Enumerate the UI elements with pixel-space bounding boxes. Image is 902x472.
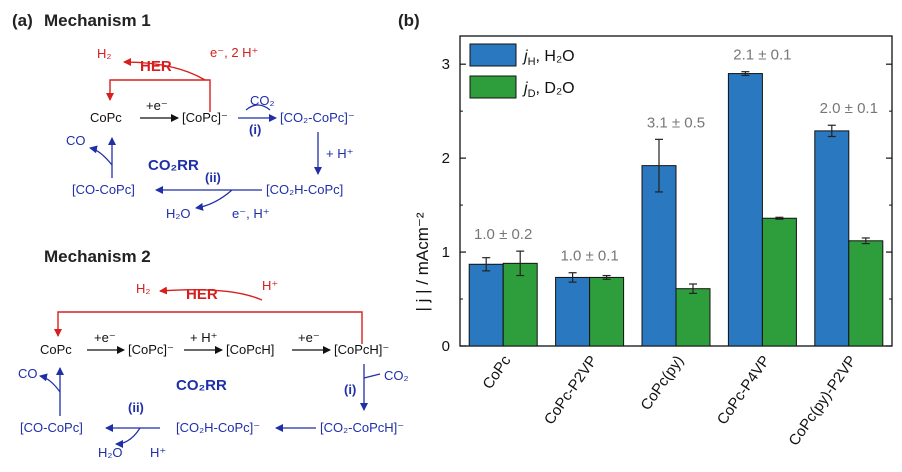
m2-co2rr-label: CO₂RR — [176, 377, 227, 394]
m2-her-label: HER — [186, 286, 218, 303]
y-tick-label: 3 — [442, 56, 450, 73]
mechanism-1-scheme: H₂ HER e⁻, 2 H⁺ CoPc +e⁻ [CoPc]⁻ CO₂ (i)… — [66, 45, 355, 221]
bar — [589, 276, 625, 347]
m2-electron-2: +e⁻ — [298, 330, 320, 345]
m2-step-ii: (ii) — [128, 400, 144, 415]
m1-her-label: HER — [140, 58, 172, 75]
m1-electron-proton: e⁻, H⁺ — [232, 206, 270, 221]
m2-co2-copch: [CO₂-CoPcH]⁻ — [320, 420, 404, 435]
m2-copc-anion: [CoPc]⁻ — [128, 342, 174, 357]
bar — [675, 288, 711, 347]
m1-co2-curve — [245, 104, 271, 111]
m1-co2rr-label: CO₂RR — [148, 157, 199, 174]
m2-copc: CoPc — [40, 342, 72, 357]
m1-electron-protons: e⁻, 2 H⁺ — [210, 45, 258, 60]
m2-water-curve — [115, 427, 141, 448]
bar — [641, 165, 677, 347]
m2-co2: CO₂ — [384, 368, 409, 383]
m2-co2-curve — [363, 373, 381, 379]
m1-copc: CoPc — [90, 110, 122, 125]
bar-chart: 0 1 2 3 1.0 ± 0.2 CoPc 1.0 ± 0.1 CoPc-P2VP 3.1 ±… — [442, 35, 893, 449]
m2-plus-h: + H⁺ — [190, 330, 217, 345]
m1-copc-anion: [CoPc]⁻ — [182, 110, 228, 125]
category-label: CoPc(py)-P2VP — [785, 353, 860, 449]
m1-co2h-copc: [CO₂H-CoPc] — [266, 182, 343, 197]
m2-co-copc: [CO-CoPc] — [20, 420, 83, 435]
m2-her-h2-arrow — [159, 286, 263, 301]
legend-swatch — [469, 43, 517, 67]
ratio-annotation: 2.0 ± 0.1 — [820, 100, 878, 117]
m2-copch: [CoPcH] — [226, 342, 274, 357]
mechanism-2-scheme: H₂ HER H⁺ CoPc +e⁻ [CoPc]⁻ + H⁺ [CoPcH] … — [18, 278, 409, 460]
m1-h2o: H₂O — [166, 206, 191, 221]
legend-label: jD, D₂O — [522, 80, 575, 100]
m1-her-loop-arrow — [106, 79, 211, 112]
m1-electron: +e⁻ — [146, 98, 168, 113]
bar — [727, 73, 763, 347]
category-label: CoPc — [480, 352, 515, 392]
m2-co2h-copc: [CO₂H-CoPc]⁻ — [176, 420, 260, 435]
m2-h2o: H₂O — [98, 445, 123, 460]
m1-co-copc: [CO-CoPc] — [72, 182, 135, 197]
ratio-annotation: 1.0 ± 0.1 — [560, 248, 618, 265]
m1-co: CO — [66, 133, 86, 148]
bar — [502, 262, 538, 347]
m2-co: CO — [18, 366, 38, 381]
m1-her-h2-arrow — [123, 58, 206, 81]
m2-electron-1: +e⁻ — [94, 330, 116, 345]
bar — [761, 217, 797, 347]
bar — [814, 130, 850, 347]
m2-proton: H⁺ — [262, 278, 278, 293]
ratio-annotation: 1.0 ± 0.2 — [474, 226, 532, 243]
ratio-annotation: 2.1 ± 0.1 — [733, 47, 791, 64]
m2-proton-2: H⁺ — [150, 445, 166, 460]
bar — [468, 263, 504, 347]
panel-a-label: (a) — [12, 11, 33, 30]
bar — [555, 276, 591, 347]
ratio-annotation: 3.1 ± 0.5 — [647, 114, 705, 131]
bar — [848, 240, 884, 347]
mechanism-2-title: Mechanism 2 — [44, 247, 151, 266]
m1-co2-copc: [CO₂-CoPc]⁻ — [280, 110, 355, 125]
m2-step-i: (i) — [344, 382, 356, 397]
m2-copch-anion: [CoPcH]⁻ — [334, 342, 389, 357]
y-tick-label: 0 — [442, 338, 450, 355]
legend-swatch — [469, 75, 517, 99]
category-label: CoPc(py) — [637, 353, 687, 414]
m2-h2: H₂ — [136, 281, 150, 296]
m2-co-curve — [39, 373, 61, 393]
panel-b-label: (b) — [398, 11, 420, 30]
m1-step-ii: (ii) — [205, 170, 221, 185]
legend-label: jH, H₂O — [522, 48, 575, 68]
y-tick-label: 2 — [442, 150, 450, 167]
mechanism-1-title: Mechanism 1 — [44, 11, 151, 30]
m1-water-curve — [195, 189, 233, 211]
panel-a: (a) Mechanism 1 H₂ HER e⁻, 2 H⁺ CoPc +e⁻… — [12, 11, 409, 460]
panel-b: (b) | j | / mAcm⁻² 0 1 2 3 1.0 ± 0.2 CoPc 1.0 … — [398, 11, 893, 449]
m1-step-i: (i) — [249, 122, 261, 137]
category-label: CoPc-P2VP — [541, 353, 601, 428]
y-axis-label: | j | / mAcm⁻² — [413, 212, 432, 311]
m1-co-curve — [89, 145, 113, 166]
m1-plus-h: + H⁺ — [326, 146, 353, 161]
m1-co2: CO₂ — [250, 93, 275, 108]
m1-h2: H₂ — [97, 46, 111, 61]
category-label: CoPc-P4VP — [714, 353, 774, 428]
m2-her-loop-arrow — [54, 311, 363, 344]
y-tick-label: 1 — [442, 244, 450, 261]
